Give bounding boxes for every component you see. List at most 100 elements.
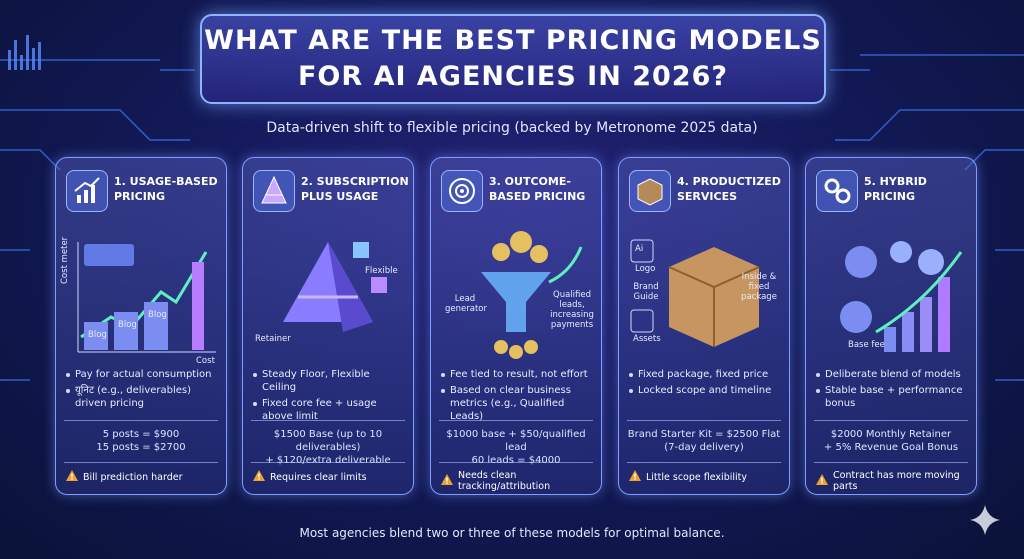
divider: [439, 420, 593, 421]
example-line: (7-day delivery): [664, 442, 744, 453]
bullet-list: Pay for actual consumption यूनिट (e.g., d…: [66, 368, 218, 413]
warning-text: Contract has more moving parts: [833, 470, 960, 492]
divider: [251, 462, 405, 463]
bullet-list: Deliberate blend of models Stable base + …: [816, 368, 968, 413]
card-icon: [441, 170, 483, 212]
example-line: $1500 Base (up to 10 deliverables): [273, 429, 383, 453]
warning-icon: [816, 474, 828, 488]
example-line: Brand Starter Kit = $2500 Flat: [627, 429, 781, 440]
card: 4. PRODUCTIZED SERVICES Ai Logo Brand Guide…: [618, 157, 790, 495]
bullet-list: Steady Floor, Flexible Ceiling Fixed core…: [253, 368, 405, 426]
warning-triangle: [66, 470, 78, 481]
card-icon: [629, 170, 671, 212]
divider: [627, 462, 781, 463]
warning: Requires clear limits: [253, 470, 409, 484]
card-title: 3. OUTCOME-BASED PRICING: [489, 175, 586, 203]
icon-art: [824, 178, 851, 204]
warning-triangle: [629, 470, 641, 481]
example: $2000 Monthly Retainer + 5% Revenue Goal …: [810, 428, 972, 454]
card: 3. OUTCOME-BASED PRICING Lead generator Qu…: [430, 157, 602, 495]
warning-text: Needs clean tracking/attribution: [458, 470, 551, 492]
illustration-label: Brand Guide: [633, 282, 659, 302]
warning-triangle: [816, 474, 828, 485]
example-line: $1000 base + $50/qualified lead: [446, 429, 586, 453]
illustration-label: Assets: [633, 334, 661, 344]
illustration-label: Cost meter: [60, 236, 70, 284]
subtitle: Data-driven shift to flexible pricing (b…: [266, 120, 758, 136]
illustration-label: Base fee: [848, 340, 885, 350]
example-line: + $120/extra deliverable: [265, 455, 391, 466]
divider: [64, 462, 218, 463]
warning-icon: [66, 470, 78, 484]
icon-art: [637, 178, 663, 206]
warning: Bill prediction harder: [66, 470, 222, 484]
illustration-label: Blog: [88, 330, 107, 340]
example: $1500 Base (up to 10 deliverables) + $120…: [247, 428, 409, 467]
example-line: 15 posts = $2700: [96, 442, 186, 453]
divider: [64, 420, 218, 421]
bullet: Stable base + performance bonus: [816, 384, 968, 410]
card-icon: [253, 170, 295, 212]
illustration: Lead generator Qualified leads, increasin…: [431, 222, 601, 367]
title-box: WHAT ARE THE BEST PRICING MODELS FOR AI …: [200, 14, 826, 104]
illustration-label: Lead generator: [445, 294, 487, 314]
title-line: WHAT ARE THE BEST PRICING MODELS: [204, 25, 822, 56]
illustration-art: [77, 242, 216, 353]
card-title: 2. SUBSCRIPTION PLUS USAGE: [301, 175, 409, 203]
example-line: 60 leads = $4000: [471, 455, 561, 466]
card: 2. SUBSCRIPTION PLUS USAGE Flexible Retain…: [242, 157, 414, 495]
bullet: Based on clear business metrics (e.g., Q…: [441, 384, 593, 423]
illustration-label: Cost: [196, 356, 215, 366]
example-line: 5 posts = $900: [102, 429, 180, 440]
bullet-list: Fixed package, fixed price Locked scope a…: [629, 368, 781, 400]
illustration-art: [840, 241, 963, 352]
example: Brand Starter Kit = $2500 Flat (7-day del…: [623, 428, 785, 454]
example-line: $2000 Monthly Retainer: [830, 429, 952, 440]
icon-art: [74, 177, 100, 203]
illustration-label: Qualified leads, increasing payments: [550, 290, 594, 330]
bullet: Fixed core fee + usage above limit: [253, 397, 405, 423]
footer: Most agencies blend two or three of thes…: [299, 526, 725, 540]
illustration-label: Blog: [148, 310, 167, 320]
warning-triangle: [441, 474, 453, 485]
bullet: Fixed package, fixed price: [629, 368, 781, 381]
warning-text: Little scope flexibility: [646, 471, 747, 483]
warning: Little scope flexibility: [629, 470, 785, 484]
example-line: + 5% Revenue Goal Bonus: [823, 442, 959, 453]
card: 1. USAGE-BASED PRICING Cost meter Blog Blog…: [55, 157, 227, 495]
warning: Needs clean tracking/attribution: [441, 470, 597, 492]
warning-icon: [441, 474, 453, 488]
illustration-label: Blog: [118, 320, 137, 330]
example: 5 posts = $900 15 posts = $2700: [60, 428, 222, 454]
illustration: Flexible Retainer: [243, 222, 413, 367]
illustration-label: Ai: [635, 244, 644, 254]
illustration: Cost meter Blog Blog Blog Cost: [56, 222, 226, 367]
illustration: Base fee: [806, 222, 976, 367]
bullet: Deliberate blend of models: [816, 368, 968, 381]
card-title: 4. PRODUCTIZED SERVICES: [677, 175, 781, 203]
bullet: Pay for actual consumption: [66, 368, 218, 381]
card-title: 5. HYBRID PRICING: [864, 175, 927, 203]
card-icon: [816, 170, 858, 212]
warning: Contract has more moving parts: [816, 470, 972, 492]
bullet: Steady Floor, Flexible Ceiling: [253, 368, 405, 394]
illustration-label: Inside & fixed package: [741, 272, 777, 302]
illustration-label: Logo: [635, 264, 656, 274]
warning-triangle: [253, 470, 265, 481]
warning-text: Bill prediction harder: [83, 471, 183, 483]
illustration-label: Retainer: [255, 334, 291, 344]
bullet: Locked scope and timeline: [629, 384, 781, 397]
illustration-art: [481, 231, 583, 359]
divider: [439, 462, 593, 463]
warning-text: Requires clear limits: [270, 471, 367, 483]
divider: [251, 420, 405, 421]
divider: [627, 420, 781, 421]
divider: [814, 462, 968, 463]
example: $1000 base + $50/qualified lead 60 leads …: [435, 428, 597, 467]
icon-art: [261, 175, 287, 204]
illustration-art: [283, 242, 387, 332]
divider: [814, 420, 968, 421]
card: 5. HYBRID PRICING Base fee Deliberate blen…: [805, 157, 977, 495]
